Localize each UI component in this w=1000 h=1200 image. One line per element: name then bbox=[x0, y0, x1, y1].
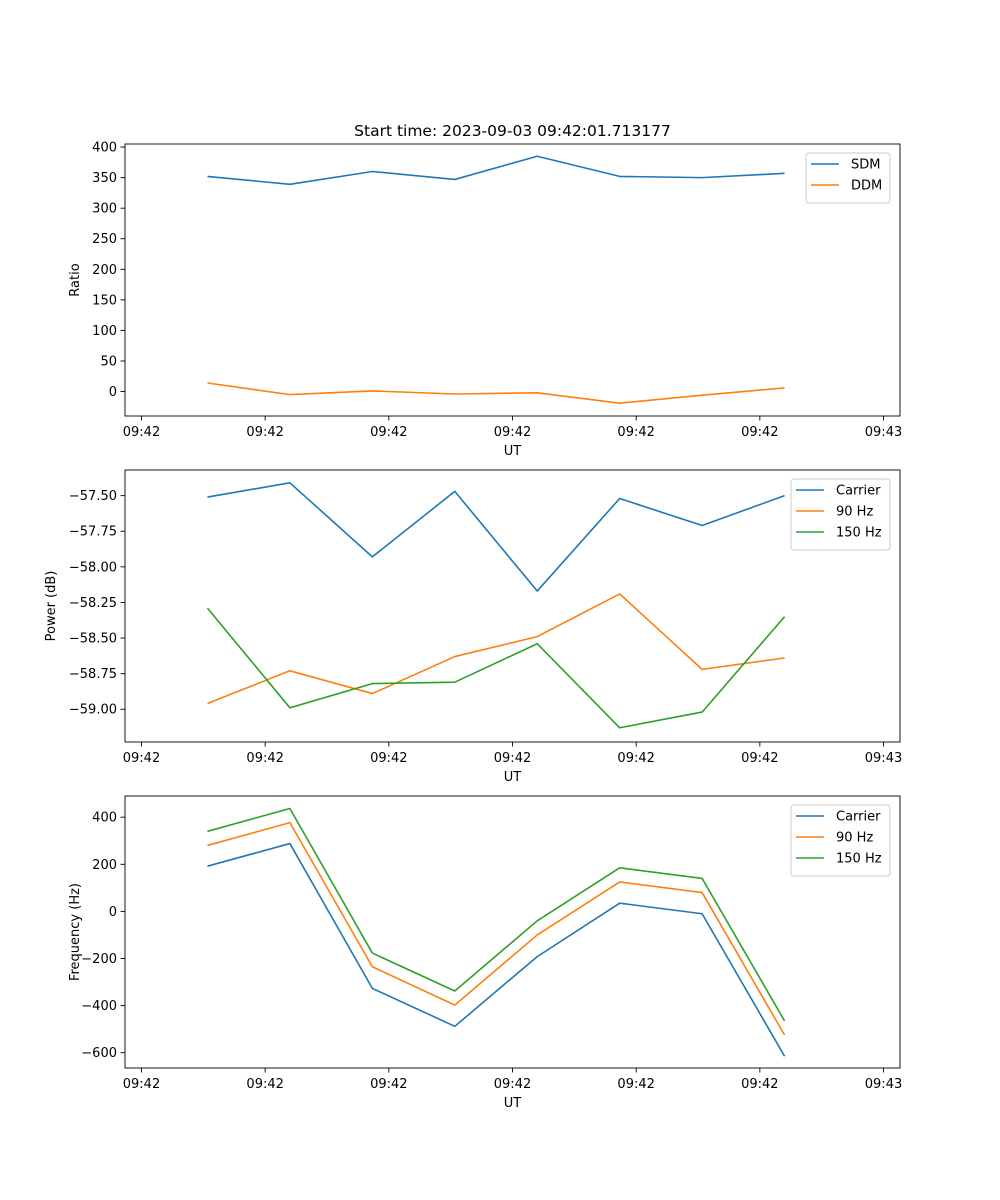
legend-entry-150-hz: 150 Hz bbox=[836, 526, 882, 541]
x-tick-label: 09:42 bbox=[123, 751, 160, 766]
x-tick-label: 09:42 bbox=[494, 1077, 531, 1092]
x-tick-label: 09:42 bbox=[370, 425, 407, 440]
y-axis-label: Power (dB) bbox=[44, 571, 59, 642]
x-axis-label: UT bbox=[504, 1096, 522, 1111]
legend-entry-ddm: DDM bbox=[851, 179, 882, 194]
x-tick-label: 09:42 bbox=[123, 425, 160, 440]
legend: SDM DDM bbox=[805, 152, 891, 204]
x-tick-label: 09:42 bbox=[617, 1077, 654, 1092]
y-tick-label: 200 bbox=[92, 263, 117, 278]
y-tick-label: 0 bbox=[109, 385, 117, 400]
subplot-3: 09:42 09:42 09:42 09:42 09:42 09:42 09:43 −600 −… bbox=[68, 795, 902, 1111]
x-tick-label: 09:42 bbox=[741, 1077, 778, 1092]
axes-frame bbox=[124, 143, 901, 417]
series-line-carrier bbox=[207, 482, 785, 592]
y-tick-label: 150 bbox=[92, 293, 117, 308]
y-tick-label: −600 bbox=[81, 1046, 117, 1061]
x-tick-label: 09:42 bbox=[246, 425, 283, 440]
y-tick-label: −59.00 bbox=[69, 703, 117, 718]
series-line-ddm bbox=[207, 382, 785, 404]
y-axis-label: Ratio bbox=[68, 263, 83, 296]
x-tick-label: 09:43 bbox=[865, 751, 902, 766]
axes-frame bbox=[124, 469, 901, 743]
legend-entry-sdm: SDM bbox=[851, 158, 880, 173]
legend-entry-carrier: Carrier bbox=[836, 484, 881, 499]
x-tick-label: 09:42 bbox=[494, 751, 531, 766]
y-tick-label: −58.50 bbox=[69, 632, 117, 647]
y-tick-label: −400 bbox=[81, 999, 117, 1014]
y-tick-label: −58.25 bbox=[69, 596, 117, 611]
legend: Carrier 90 Hz 150 Hz bbox=[790, 804, 891, 877]
y-axis-label: Frequency (Hz) bbox=[68, 883, 83, 981]
y-tick-label: −57.50 bbox=[69, 489, 117, 504]
series-line-90-hz bbox=[207, 821, 786, 1036]
y-tick-label: 400 bbox=[92, 811, 117, 826]
series-line-150-hz bbox=[206, 607, 786, 729]
chart-title: Start time: 2023-09-03 09:42:01.713177 bbox=[354, 122, 671, 140]
x-tick-label: 09:42 bbox=[741, 751, 778, 766]
y-tick-label: −58.00 bbox=[69, 560, 117, 575]
x-tick-label: 09:42 bbox=[741, 425, 778, 440]
y-tick-label: 250 bbox=[92, 232, 117, 247]
subplot-1: 09:42 09:42 09:42 09:42 09:42 09:42 09:43 0 50 10… bbox=[68, 141, 902, 459]
y-tick-label: 350 bbox=[92, 171, 117, 186]
x-axis-label: UT bbox=[504, 770, 522, 785]
legend-entry-90-hz: 90 Hz bbox=[836, 831, 873, 846]
y-tick-label: 50 bbox=[100, 354, 117, 369]
y-tick-label: −200 bbox=[81, 952, 117, 967]
x-tick-label: 09:42 bbox=[494, 425, 531, 440]
y-tick-label: 300 bbox=[92, 202, 117, 217]
y-tick-label: 200 bbox=[92, 858, 117, 873]
y-tick-label: −58.75 bbox=[69, 667, 117, 682]
y-tick-label: −57.75 bbox=[69, 525, 117, 540]
x-tick-label: 09:42 bbox=[246, 1077, 283, 1092]
x-axis-label: UT bbox=[504, 444, 522, 459]
x-tick-label: 09:43 bbox=[865, 425, 902, 440]
x-tick-label: 09:43 bbox=[865, 1077, 902, 1092]
series-line-carrier bbox=[207, 842, 786, 1057]
x-tick-label: 09:42 bbox=[617, 751, 654, 766]
legend-box bbox=[805, 152, 891, 204]
x-tick-label: 09:42 bbox=[246, 751, 283, 766]
series-line-90-hz bbox=[207, 593, 785, 705]
legend: Carrier 90 Hz 150 Hz bbox=[790, 478, 891, 551]
legend-entry-carrier: Carrier bbox=[836, 810, 881, 825]
series-line-sdm bbox=[207, 155, 785, 186]
legend-entry-90-hz: 90 Hz bbox=[836, 505, 873, 520]
y-tick-label: 400 bbox=[92, 141, 117, 156]
x-tick-label: 09:42 bbox=[123, 1077, 160, 1092]
y-tick-label: 0 bbox=[109, 905, 117, 920]
y-tick-label: 100 bbox=[92, 324, 117, 339]
series-line-150-hz bbox=[207, 807, 786, 1022]
x-tick-label: 09:42 bbox=[370, 1077, 407, 1092]
legend-entry-150-hz: 150 Hz bbox=[836, 852, 882, 867]
x-tick-label: 09:42 bbox=[370, 751, 407, 766]
x-tick-label: 09:42 bbox=[617, 425, 654, 440]
subplot-2: 09:42 09:42 09:42 09:42 09:42 09:42 09:43 −59.0… bbox=[44, 469, 902, 785]
